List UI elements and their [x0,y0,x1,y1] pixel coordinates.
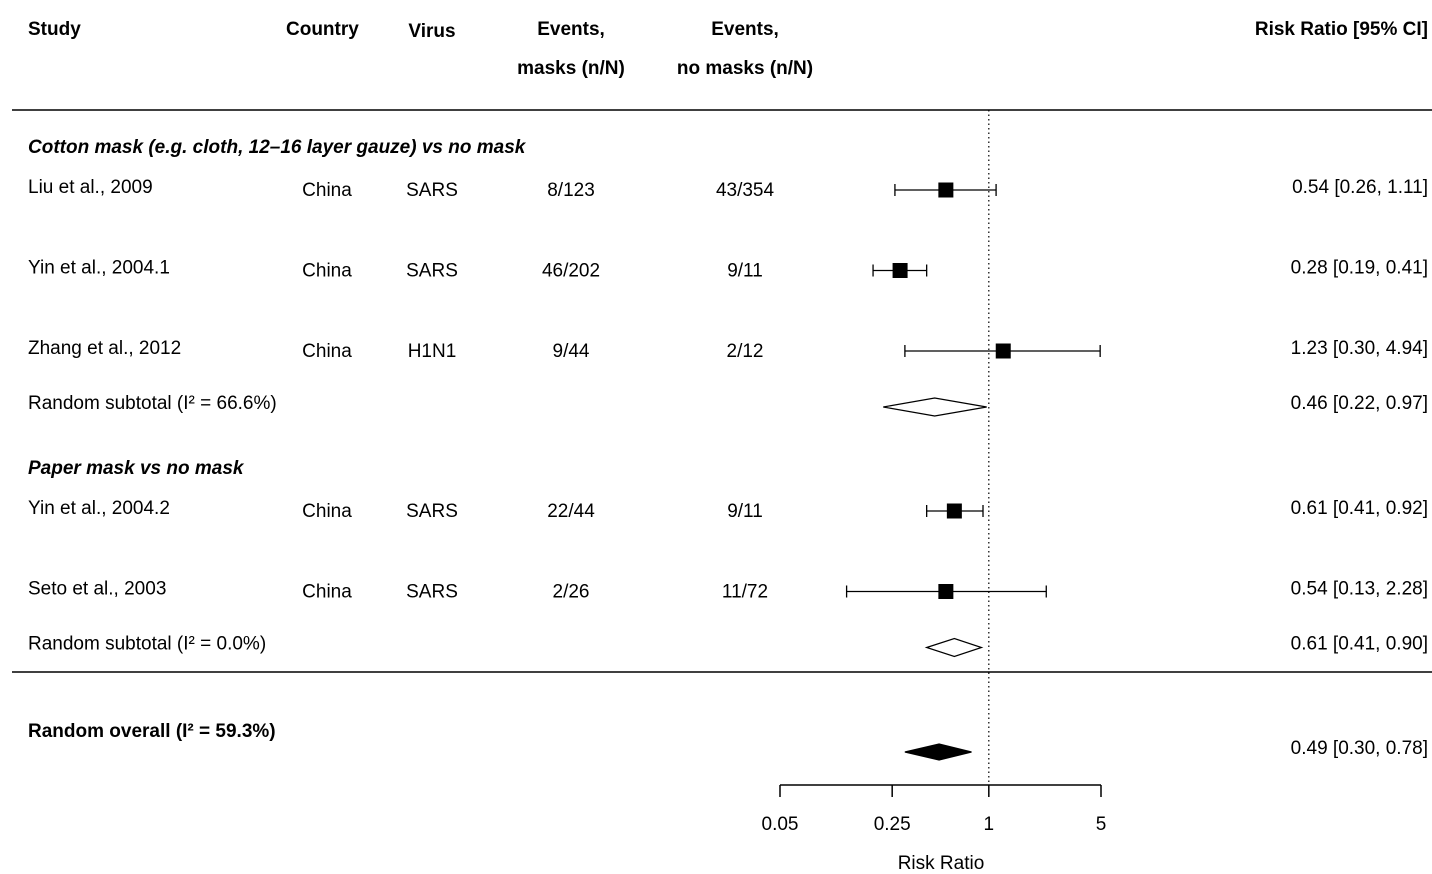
point-estimate [892,263,908,278]
column-header: Virus [408,21,455,42]
study-name: Seto et al., 2003 [28,579,166,600]
study-name: Yin et al., 2004.1 [28,258,170,279]
events-no-masks: 43/354 [716,180,775,201]
point-estimate [938,182,954,198]
x-tick-label: 0.25 [874,814,911,835]
country: China [302,261,352,282]
x-tick-label: 5 [1096,814,1107,835]
risk-ratio-label: 0.54 [0.13, 2.28] [1291,579,1428,600]
virus: SARS [406,180,458,201]
summary-diamond [883,397,987,417]
country: China [302,341,352,362]
x-tick-label: 0.05 [762,814,799,835]
events-masks: 8/123 [547,180,595,201]
risk-ratio-label: 0.54 [0.26, 1.11] [1292,177,1428,198]
risk-ratio-label: 0.61 [0.41, 0.90] [1291,634,1428,655]
risk-ratio-label: 0.61 [0.41, 0.92] [1291,498,1428,519]
events-masks: 46/202 [542,261,600,282]
column-header: Events, [537,19,605,40]
summary-diamond [904,743,972,761]
country: China [302,180,352,201]
column-header: Country [286,19,359,40]
group-title: Paper mask vs no mask [28,458,245,479]
column-header: no masks (n/N) [677,58,813,79]
risk-ratio-label: 0.49 [0.30, 0.78] [1291,738,1428,759]
events-masks: 22/44 [547,501,595,522]
country: China [302,501,352,522]
column-header: Risk Ratio [95% CI] [1255,19,1428,40]
study-name: Zhang et al., 2012 [28,338,181,359]
events-masks: 9/44 [553,341,590,362]
subtotal-name: Random subtotal (I² = 0.0%) [28,634,266,655]
virus: SARS [406,261,458,282]
subtotal-name: Random subtotal (I² = 66.6%) [28,393,277,414]
column-header: Study [28,19,81,40]
risk-ratio-label: 0.28 [0.19, 0.41] [1291,258,1428,279]
events-masks: 2/26 [553,582,590,603]
events-no-masks: 9/11 [727,501,763,522]
point-estimate [946,503,962,519]
events-no-masks: 9/11 [727,261,763,282]
virus: SARS [406,501,458,522]
column-header: masks (n/N) [517,58,625,79]
point-estimate [938,584,954,599]
summary-diamond [924,637,984,658]
overall-name: Random overall (I² = 59.3%) [28,721,276,742]
risk-ratio-label: 1.23 [0.30, 4.94] [1291,338,1428,359]
events-no-masks: 2/12 [727,341,764,362]
risk-ratio-label: 0.46 [0.22, 0.97] [1291,393,1428,414]
events-no-masks: 11/72 [722,582,768,603]
country: China [302,582,352,603]
point-estimate [995,343,1011,359]
group-title: Cotton mask (e.g. cloth, 12–16 layer gau… [28,137,527,158]
virus: SARS [406,582,458,603]
virus: H1N1 [408,341,457,362]
x-axis-label: Risk Ratio [898,853,985,874]
study-name: Yin et al., 2004.2 [28,498,170,519]
x-tick-label: 1 [984,814,995,835]
column-header: Events, [711,19,779,40]
study-name: Liu et al., 2009 [28,177,153,198]
